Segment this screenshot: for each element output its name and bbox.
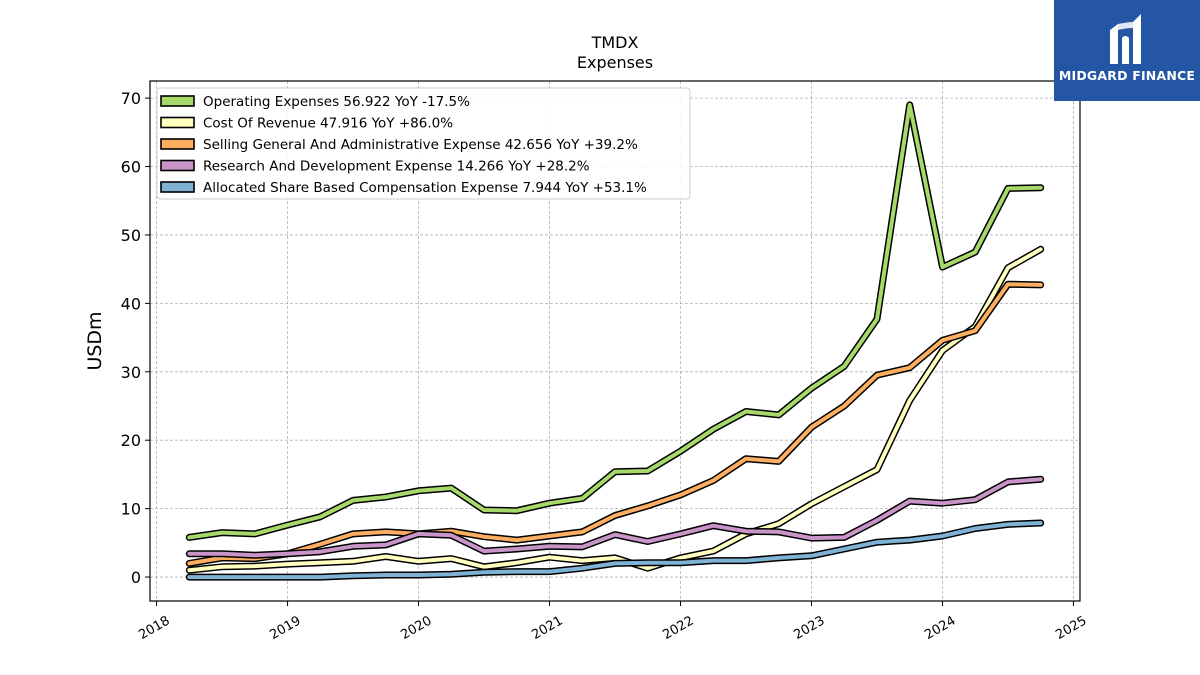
legend-swatch (160, 138, 195, 150)
legend-swatch (160, 95, 195, 107)
series-0 (185, 101, 1045, 541)
y-axis-label: USDm (84, 311, 106, 370)
series-lines (185, 101, 1045, 581)
series-3 (185, 475, 1045, 559)
y-tick-label: 60 (121, 158, 141, 177)
brand-logo: MIDGARD FINANCE (1054, 0, 1200, 101)
y-tick-label: 40 (121, 294, 141, 313)
series-line-outline (185, 245, 1045, 574)
legend-label: Cost Of Revenue 47.916 YoY +86.0% (203, 116, 453, 132)
legend-item: Research And Development Expense 14.266 … (160, 159, 590, 175)
legend-swatch (160, 181, 195, 193)
series-line (187, 477, 1043, 558)
chart-subtitle: Expenses (577, 53, 653, 72)
y-tick-label: 10 (121, 500, 141, 519)
y-tick-label: 50 (121, 226, 141, 245)
y-tick-label: 20 (121, 431, 141, 450)
x-tick-label: 2025 (1053, 613, 1089, 643)
y-tick-label: 30 (121, 363, 141, 382)
series-2 (185, 280, 1045, 567)
legend-label: Research And Development Expense 14.266 … (203, 159, 590, 175)
midgard-logo-icon (1110, 14, 1141, 64)
legend-box (156, 87, 691, 200)
legend-label: Allocated Share Based Compensation Expen… (203, 180, 647, 196)
y-axis-ticks: 0 10 20 30 40 50 60 70 (121, 89, 150, 587)
y-tick-label: 0 (131, 568, 141, 587)
legend-label: Selling General And Administrative Expen… (203, 137, 638, 153)
series-4 (185, 519, 1045, 581)
x-axis-ticks: 2018 2019 2020 2021 2022 2023 2024 2025 (136, 601, 1089, 643)
x-tick-label: 2022 (660, 613, 696, 643)
chart-title: TMDX (591, 33, 639, 52)
legend-swatch (160, 159, 195, 172)
legend-item: Allocated Share Based Compensation Expen… (160, 180, 647, 196)
legend-item: Cost Of Revenue 47.916 YoY +86.0% (160, 116, 453, 132)
x-tick-label: 2018 (136, 613, 172, 643)
series-line (187, 282, 1043, 566)
series-line (187, 102, 1043, 540)
x-tick-label: 2020 (398, 613, 434, 643)
logo-text: MIDGARD FINANCE (1058, 68, 1196, 83)
x-tick-label: 2019 (267, 613, 303, 643)
series-line (187, 247, 1043, 573)
legend-swatch (160, 116, 195, 129)
y-tick-label: 70 (121, 89, 141, 108)
legend-item: Selling General And Administrative Expen… (160, 137, 638, 153)
legend-label: Operating Expenses 56.922 YoY -17.5% (203, 94, 470, 110)
plot-frame (149, 80, 1081, 602)
series-line (187, 521, 1043, 580)
x-tick-label: 2023 (791, 613, 827, 643)
series-1 (185, 245, 1045, 574)
x-tick-label: 2021 (529, 613, 565, 643)
legend: Operating Expenses 56.922 YoY -17.5% Cost… (156, 87, 691, 200)
legend-item: Operating Expenses 56.922 YoY -17.5% (160, 94, 470, 110)
x-tick-label: 2024 (922, 613, 958, 643)
series-line-outline (185, 280, 1045, 567)
